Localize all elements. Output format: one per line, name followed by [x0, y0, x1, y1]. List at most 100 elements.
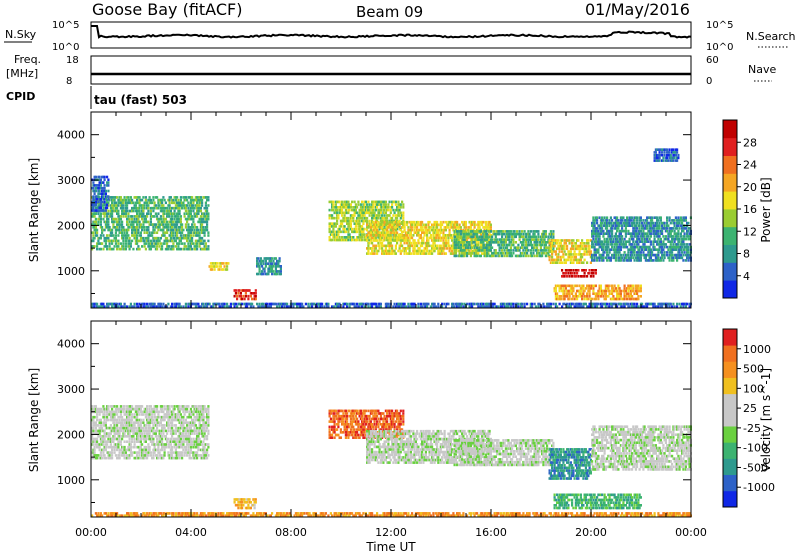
power-cell	[96, 231, 99, 234]
power-cell	[663, 237, 666, 241]
power-cell	[201, 212, 204, 215]
power-cell	[436, 244, 439, 248]
power-cell	[169, 228, 172, 232]
power-cell	[562, 287, 565, 290]
power-cell	[627, 256, 630, 260]
power-cell	[471, 235, 474, 239]
power-cell	[459, 230, 462, 233]
power-cell	[442, 236, 445, 240]
power-cell	[554, 284, 557, 288]
power-cell	[339, 230, 342, 234]
power-cell	[608, 289, 611, 293]
power-cell	[458, 230, 461, 233]
power-cell	[678, 219, 681, 222]
power-cell	[517, 232, 520, 236]
power-cell	[669, 243, 672, 246]
power-cell	[632, 232, 635, 235]
power-cell	[359, 208, 362, 212]
power-cell	[337, 305, 340, 308]
power-cell	[547, 249, 550, 252]
power-cell	[581, 242, 584, 245]
power-cell	[396, 220, 399, 224]
power-cell	[557, 297, 560, 301]
power-cell	[606, 221, 609, 225]
power-cell	[129, 201, 132, 205]
power-cell	[409, 226, 412, 229]
power-cell	[649, 224, 652, 227]
power-cell	[122, 201, 125, 205]
power-cell	[93, 223, 96, 226]
power-cell	[581, 269, 584, 272]
power-cell	[181, 223, 184, 226]
power-cell	[143, 220, 146, 224]
power-cell	[131, 239, 134, 243]
power-cell	[571, 287, 574, 290]
power-cell	[612, 295, 615, 298]
power-cell	[466, 228, 469, 232]
power-cell	[108, 302, 111, 306]
power-cell	[633, 229, 636, 233]
power-cell	[464, 246, 467, 249]
power-cell	[174, 220, 177, 224]
power-cell	[279, 272, 282, 276]
power-cell	[156, 215, 159, 218]
power-cell	[536, 230, 539, 233]
power-cell	[388, 241, 391, 245]
power-cell	[101, 204, 104, 207]
power-cell	[574, 247, 577, 251]
power-cell	[333, 305, 336, 308]
power-cell	[543, 249, 546, 252]
power-cell	[166, 305, 169, 308]
power-cell	[451, 244, 454, 248]
power-cell	[247, 294, 250, 298]
power-cell	[636, 232, 639, 235]
power-cell	[242, 289, 245, 292]
power-cell	[398, 214, 401, 217]
power-cell	[649, 256, 652, 260]
power-cell	[417, 223, 420, 227]
power-cell	[471, 251, 474, 255]
power-cell	[552, 239, 555, 242]
power-cell	[377, 234, 380, 237]
power-cell	[164, 226, 167, 229]
power-cell	[113, 236, 116, 240]
power-cell	[198, 204, 201, 207]
power-cell	[379, 231, 382, 234]
power-cell	[662, 148, 665, 151]
power-cell	[656, 216, 659, 219]
power-cell	[529, 254, 532, 258]
power-cell	[187, 215, 190, 218]
power-cell	[458, 239, 461, 242]
power-cell	[189, 245, 192, 248]
power-cell	[171, 228, 174, 232]
power-cell	[672, 227, 675, 230]
power-cell	[392, 225, 395, 228]
power-cell	[593, 229, 596, 233]
power-cell	[583, 289, 586, 293]
power-cell	[123, 196, 126, 199]
power-cell	[393, 211, 396, 215]
power-cell	[258, 267, 261, 271]
power-cell	[609, 240, 612, 243]
power-cell	[349, 203, 352, 206]
power-cell	[501, 241, 504, 244]
power-cell	[108, 245, 111, 248]
power-cell	[481, 241, 484, 244]
power-cell	[621, 216, 624, 219]
power-cell	[133, 226, 136, 229]
power-cell	[408, 252, 411, 255]
power-cell	[343, 236, 346, 239]
power-cell	[372, 216, 375, 220]
power-cell	[273, 262, 276, 265]
power-cell	[513, 230, 516, 233]
power-cell	[511, 235, 514, 239]
power-cell	[391, 247, 394, 250]
power-cell	[327, 302, 330, 306]
power-cell	[522, 238, 525, 241]
power-cell	[128, 239, 131, 243]
power-cell	[119, 196, 122, 199]
power-cell	[246, 302, 249, 306]
power-cell	[672, 221, 675, 225]
power-cell	[373, 211, 376, 215]
power-cell	[161, 245, 164, 248]
